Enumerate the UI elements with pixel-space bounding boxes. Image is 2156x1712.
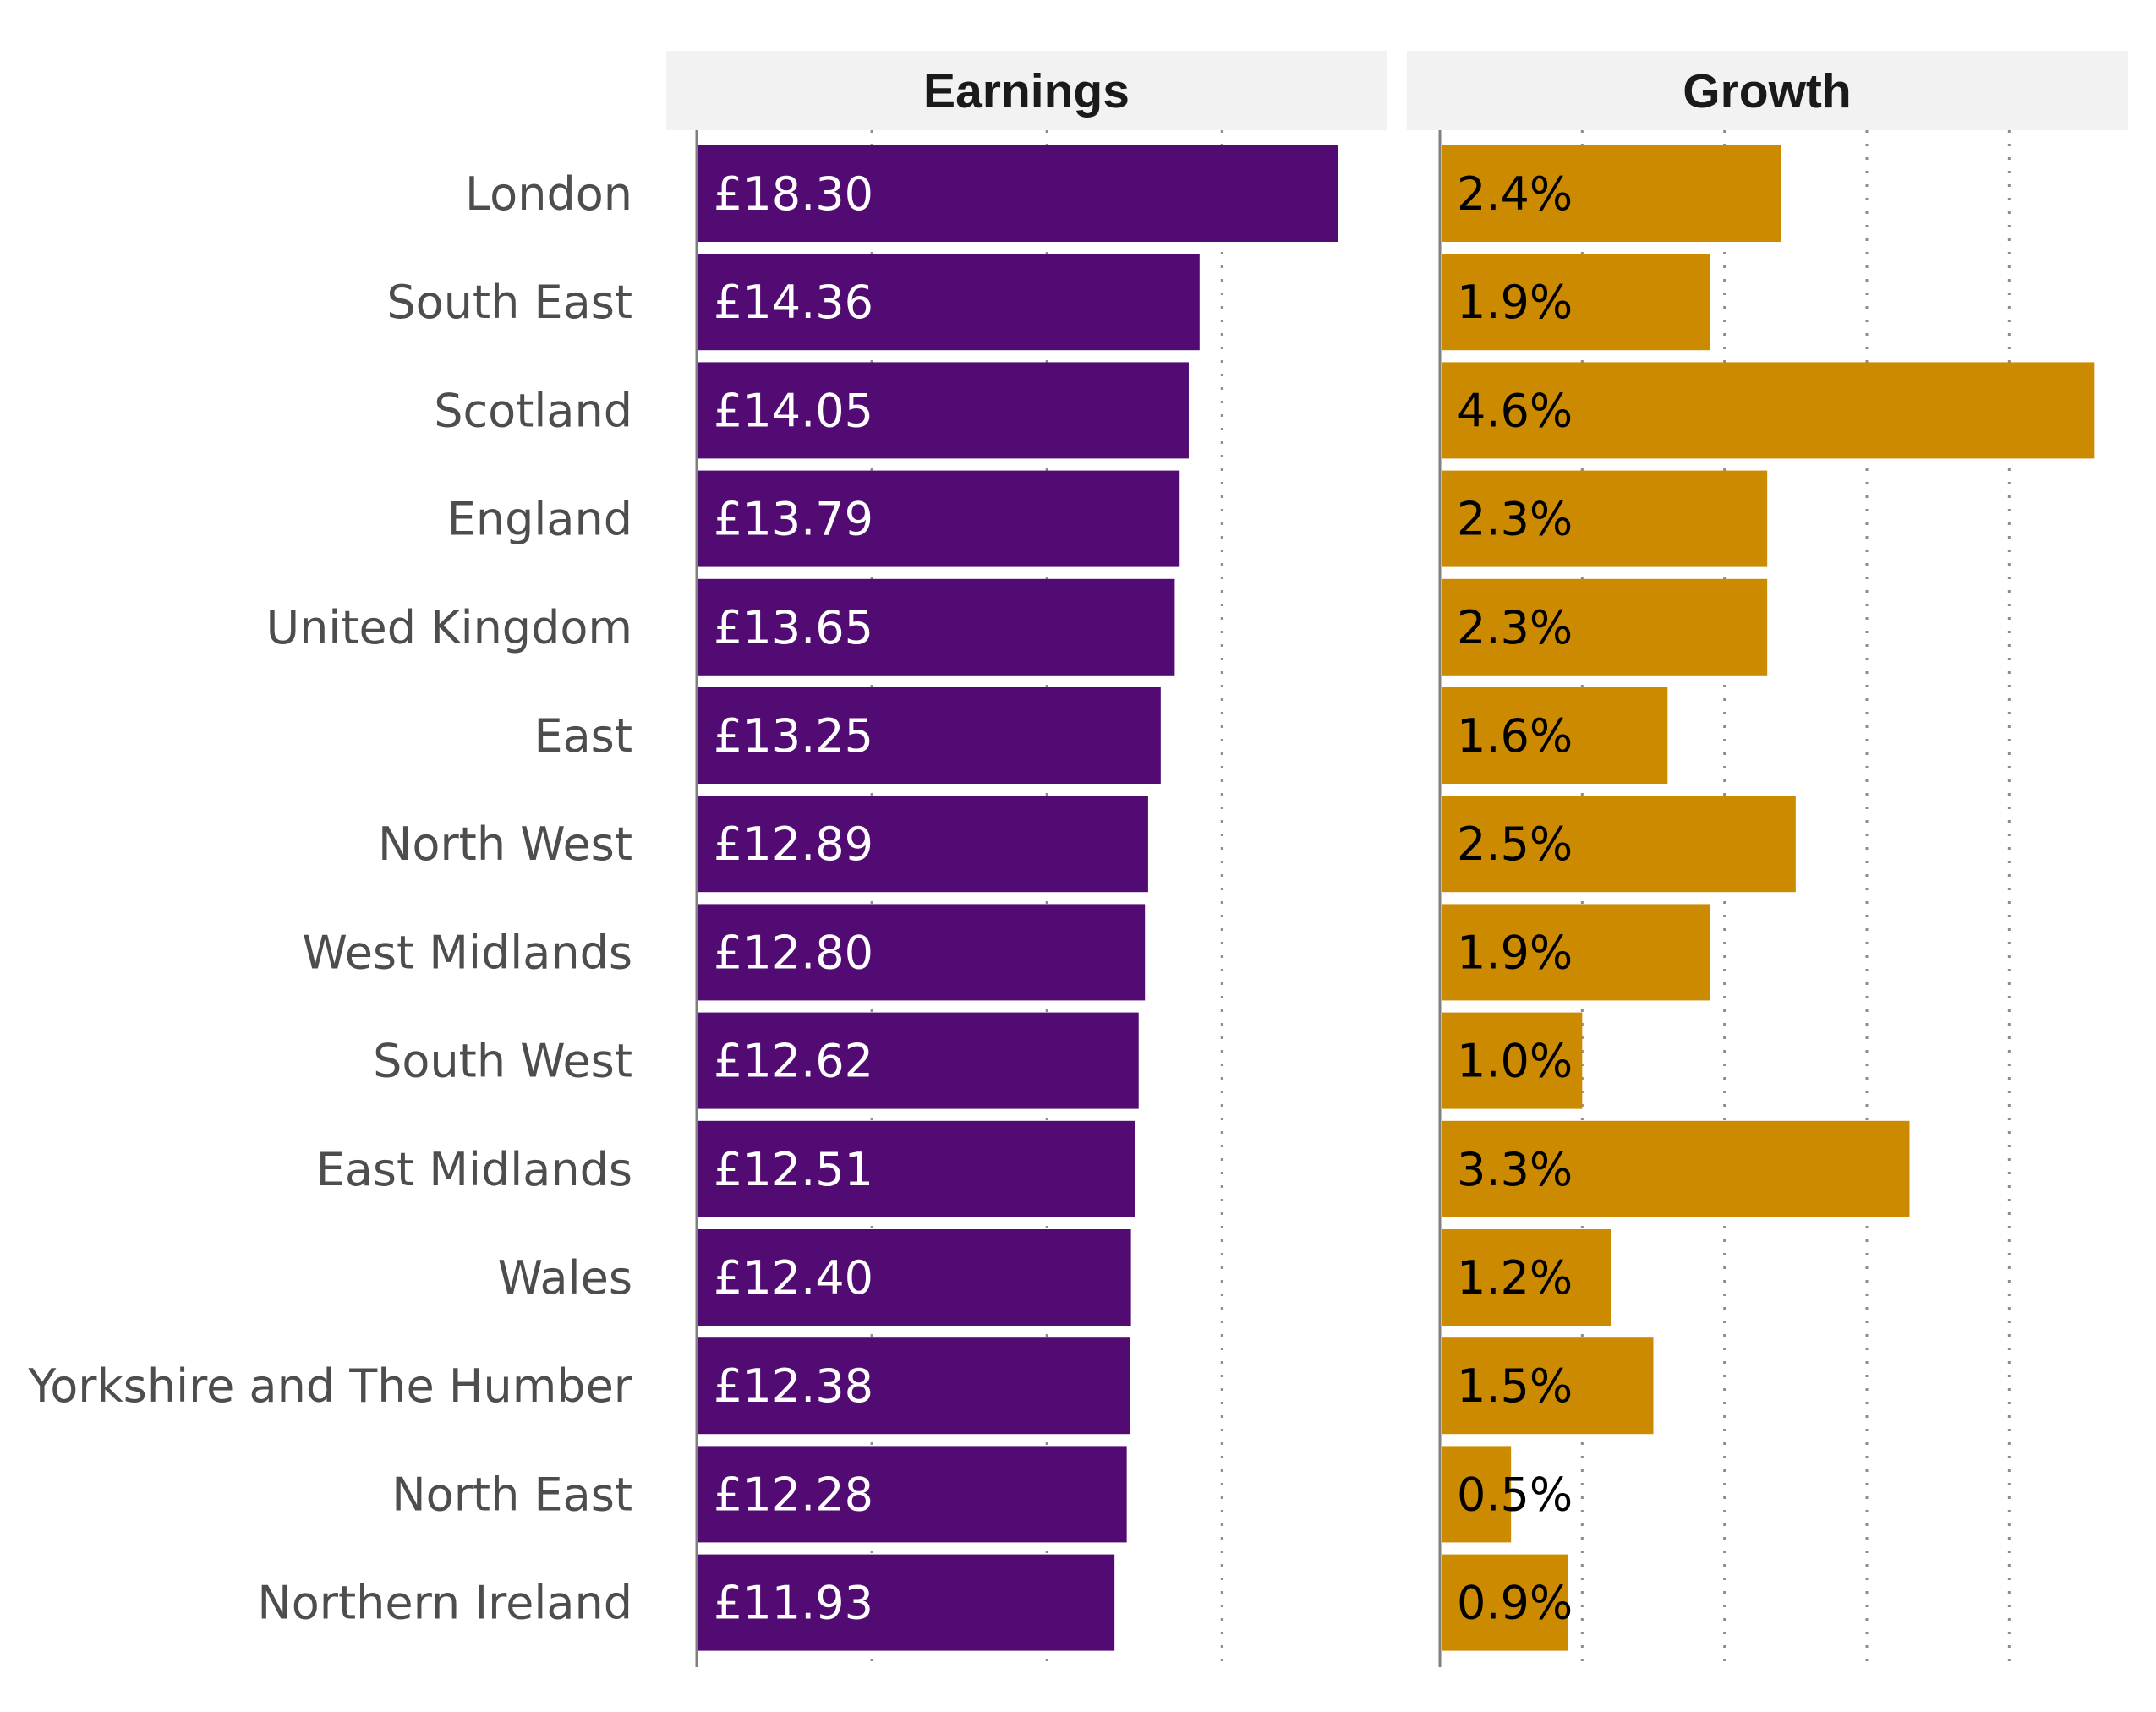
growth-value-label: 2.3% <box>1457 601 1573 654</box>
category-label: East <box>534 709 632 763</box>
category-labels: London South East Scotland England United Ki… <box>27 167 632 1630</box>
earnings-value-label: £12.89 <box>714 818 873 871</box>
category-label: United Kingdom <box>266 601 632 654</box>
category-label: South West <box>373 1035 632 1088</box>
growth-bar <box>1442 1337 1654 1435</box>
category-label: England <box>447 493 632 546</box>
growth-value-label: 2.4% <box>1457 167 1573 221</box>
earnings-bar <box>698 1554 1115 1651</box>
growth-bar <box>1442 687 1668 784</box>
earnings-value-label: £12.38 <box>714 1359 873 1413</box>
category-label: North East <box>391 1468 632 1521</box>
earnings-bar <box>698 904 1146 1001</box>
growth-value-label: 2.3% <box>1457 493 1573 546</box>
category-label: Scotland <box>434 384 632 437</box>
earnings-bar <box>698 1012 1139 1109</box>
earnings-value-label: £12.40 <box>714 1251 873 1305</box>
category-label: Wales <box>498 1251 632 1305</box>
growth-value-label: 1.0% <box>1457 1035 1573 1088</box>
earnings-value-label: £12.28 <box>714 1468 873 1521</box>
category-label: West Midlands <box>302 926 632 979</box>
growth-panel: Growth 2.4% 1.9% 4.6% 2.3% 2.3% 1.6% 2.5% 1.9% 1… <box>1407 51 2128 1667</box>
growth-bar <box>1442 1012 1583 1109</box>
earnings-bar <box>698 1120 1135 1217</box>
earnings-value-label: £11.93 <box>714 1577 873 1630</box>
growth-value-label: 1.5% <box>1457 1359 1573 1413</box>
category-label: Yorkshire and The Humber <box>27 1359 632 1413</box>
earnings-panel-title: Earnings <box>923 64 1130 118</box>
growth-bar <box>1442 1120 1910 1217</box>
category-label: London <box>465 167 632 221</box>
earnings-panel-header <box>666 51 1387 130</box>
growth-value-label: 1.6% <box>1457 709 1573 763</box>
earnings-bar <box>698 796 1148 893</box>
growth-bar <box>1442 470 1768 567</box>
growth-value-label: 1.2% <box>1457 1251 1573 1305</box>
growth-bar <box>1442 1554 1568 1651</box>
earnings-bar <box>698 362 1189 459</box>
growth-value-label: 1.9% <box>1457 926 1573 979</box>
earnings-value-label: £12.51 <box>714 1143 873 1196</box>
growth-value-label: 3.3% <box>1457 1143 1573 1196</box>
growth-bar <box>1442 796 1796 893</box>
earnings-value-label: £14.36 <box>714 276 873 329</box>
earnings-bar <box>698 145 1338 242</box>
earnings-bar <box>698 1337 1130 1435</box>
category-label: South East <box>386 276 632 329</box>
growth-bar <box>1442 1229 1611 1326</box>
growth-value-label: 2.5% <box>1457 818 1573 871</box>
earnings-bar <box>698 1229 1131 1326</box>
earnings-value-label: £13.79 <box>714 493 873 546</box>
growth-gridlines <box>1580 130 2011 1667</box>
category-label: East Midlands <box>316 1143 632 1196</box>
growth-bar <box>1442 904 1710 1001</box>
earnings-value-label: £14.05 <box>714 384 873 437</box>
growth-bar <box>1442 145 1781 242</box>
category-label: North West <box>378 818 632 871</box>
earnings-value-label: £13.25 <box>714 709 873 763</box>
growth-bar <box>1442 254 1710 351</box>
growth-bar <box>1442 362 2095 459</box>
earnings-panel: Earnings £18.30£14.36£14.05£13.79£13.65£… <box>666 51 1387 1667</box>
earnings-bar <box>698 470 1180 567</box>
growth-value-label: 4.6% <box>1457 384 1573 437</box>
earnings-bar <box>698 578 1175 676</box>
earnings-value-label: £12.62 <box>714 1035 873 1088</box>
earnings-bar <box>698 687 1161 784</box>
earnings-bar <box>698 1446 1127 1543</box>
growth-bar <box>1442 578 1768 676</box>
earnings-value-label: £13.65 <box>714 601 873 654</box>
growth-value-label: 0.5% <box>1457 1468 1573 1521</box>
earnings-bars: £18.30 £14.36 £14.05 £13.79 £13.65 £13.25 £12.… <box>698 145 1338 1651</box>
earnings-value-label: £12.80 <box>714 926 873 979</box>
growth-value-label: 1.9% <box>1457 276 1573 329</box>
growth-panel-header <box>1407 51 2128 130</box>
category-label: Northern Ireland <box>257 1577 632 1630</box>
earnings-value-label: £18.30 <box>714 167 873 221</box>
earnings-bar <box>698 254 1200 351</box>
growth-panel-title: Growth <box>1683 64 1851 118</box>
earnings-gridlines <box>870 130 1223 1667</box>
growth-bar <box>1442 1446 1512 1543</box>
growth-bars: 2.4% 1.9% 4.6% 2.3% 2.3% 1.6% 2.5% 1.9% 1.0% 3.3%… <box>1442 145 2095 1651</box>
growth-value-label: 0.9% <box>1457 1577 1573 1630</box>
